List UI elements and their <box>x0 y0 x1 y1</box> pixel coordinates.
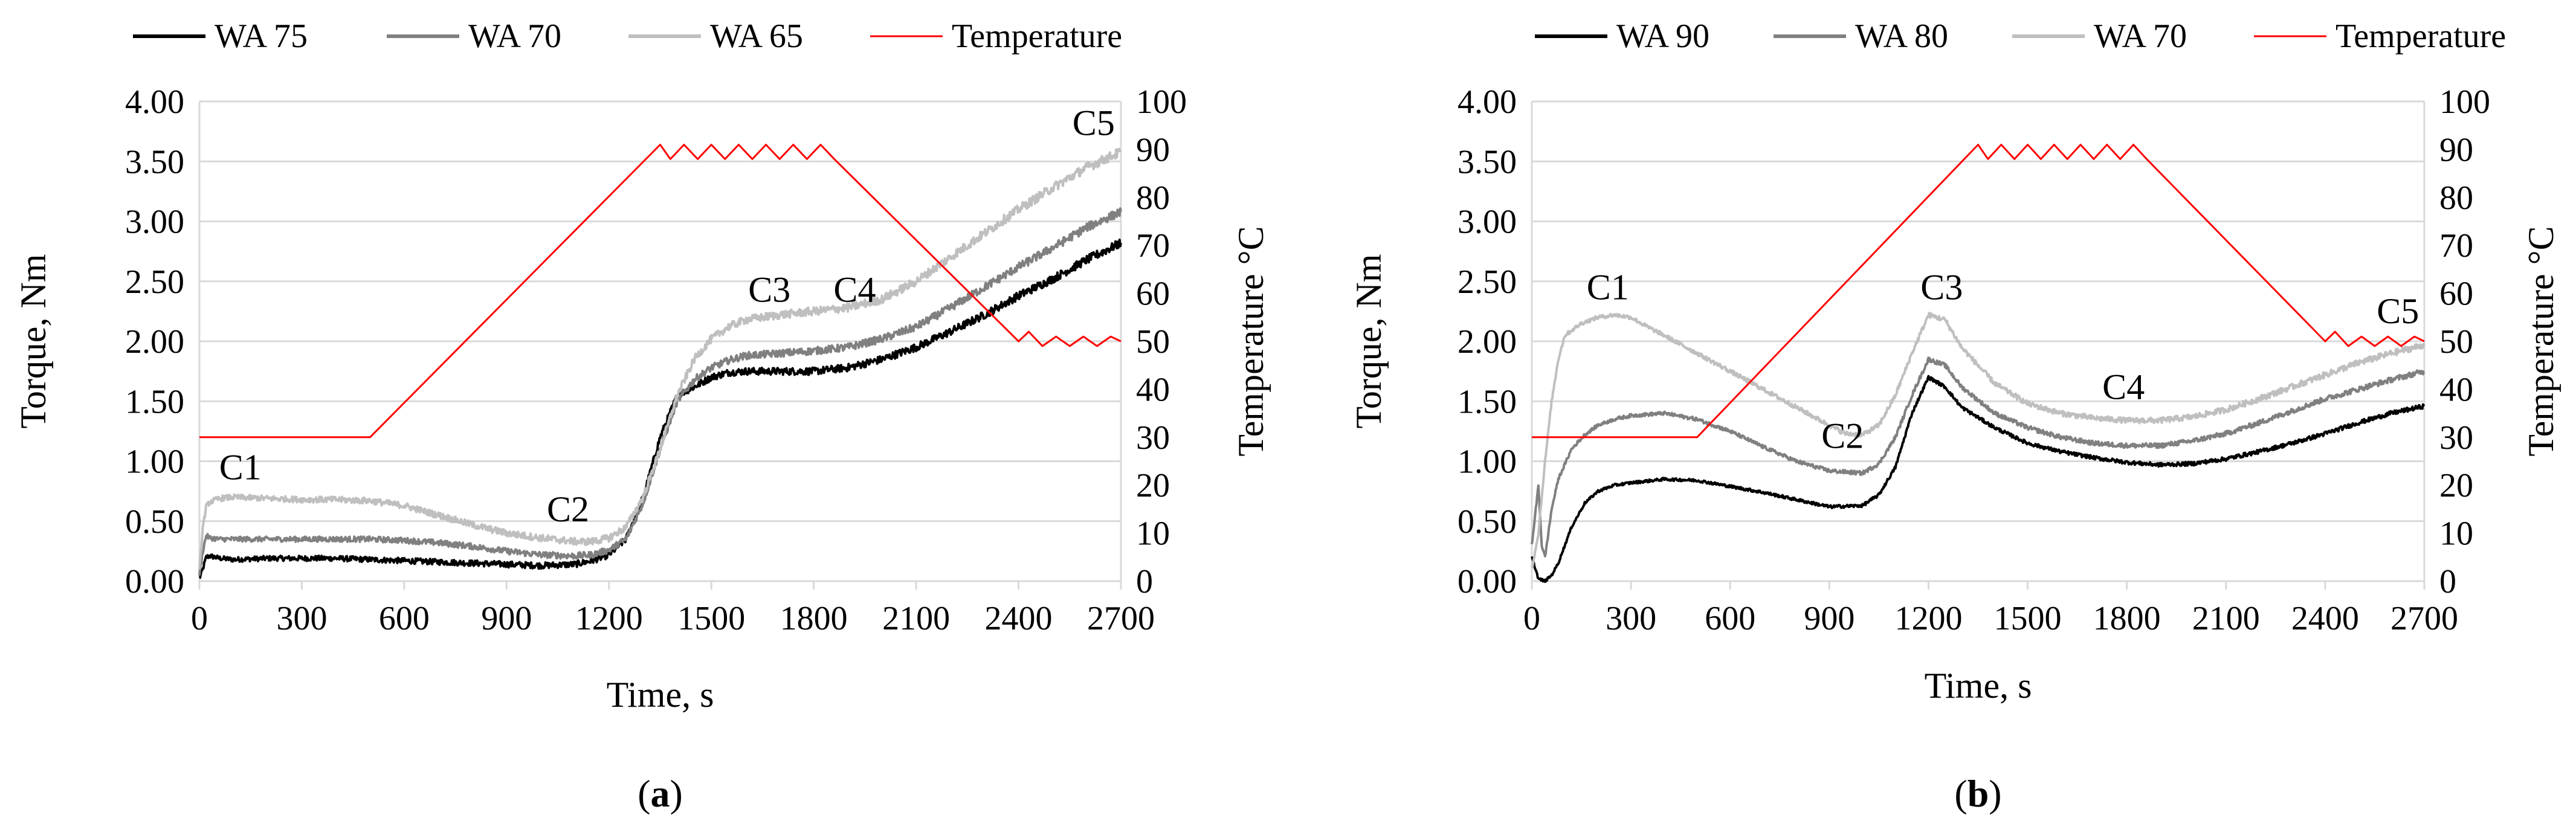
y2-tick-label: 80 <box>1136 179 1170 217</box>
x-tick-label: 1800 <box>780 600 848 637</box>
x-tick-label: 900 <box>481 600 532 637</box>
annotation-label: C5 <box>2377 291 2419 331</box>
y-axis-title: Torque, Nm <box>1349 254 1389 428</box>
y2-tick-label: 30 <box>1136 419 1170 457</box>
legend-label: Temperature <box>2336 18 2506 55</box>
y-tick-label: 2.00 <box>1457 323 1517 361</box>
y2-tick-label: 90 <box>1136 131 1170 169</box>
y-tick-label: 1.50 <box>1457 383 1517 420</box>
x-tick-label: 0 <box>191 600 208 637</box>
x-tick-label: 2700 <box>1087 600 1155 637</box>
y-tick-label: 3.00 <box>1457 204 1517 241</box>
annotation-label: C3 <box>1920 268 1963 307</box>
x-tick-label: 600 <box>1705 600 1755 637</box>
annotation-label: C1 <box>1587 268 1629 307</box>
legend-label: WA 75 <box>215 18 308 55</box>
y2-tick-label: 90 <box>2439 131 2473 169</box>
annotation-label: C5 <box>1073 103 1115 143</box>
x-tick-label: 1500 <box>1994 600 2062 637</box>
y-tick-label: 0.50 <box>125 503 184 541</box>
y-tick-label: 2.50 <box>125 263 184 301</box>
legend-label: WA 65 <box>710 18 803 55</box>
y2-tick-label: 80 <box>2439 179 2473 217</box>
y-tick-label: 3.50 <box>125 143 184 181</box>
y2-tick-label: 0 <box>1136 563 1153 600</box>
y2-tick-label: 70 <box>2439 227 2473 265</box>
chart-panel-b: 0.00 0.50 1.00 1.50 2.00 2.50 3.00 3.50 4.00 0 10 2… <box>1349 18 2561 815</box>
annotation-label: C4 <box>2102 367 2145 407</box>
annotation-label: C4 <box>833 269 876 309</box>
series-line-temperature <box>1532 144 2425 439</box>
x-tick-label: 2400 <box>2291 600 2359 637</box>
y-tick-label: 3.50 <box>1457 143 1517 181</box>
y2-axis-title: Temperature °C <box>2521 226 2561 456</box>
x-tick-label: 2700 <box>2390 600 2458 637</box>
x-tick-label: 1200 <box>575 600 643 637</box>
x-tick-label: 1200 <box>1894 600 1962 637</box>
y2-tick-label: 30 <box>2439 419 2473 457</box>
x-axis-title: Time, s <box>607 675 714 715</box>
y-axis-title: Torque, Nm <box>13 254 53 428</box>
y-tick-label: 0.50 <box>1457 503 1517 541</box>
y2-tick-label: 10 <box>2439 515 2473 553</box>
x-tick-label: 300 <box>1606 600 1656 637</box>
y2-tick-label: 20 <box>2439 467 2473 504</box>
y-tick-label: 2.50 <box>1457 263 1517 301</box>
panel-label: (a) <box>638 772 683 815</box>
y-tick-label: 1.00 <box>125 443 184 481</box>
y-tick-label: 4.00 <box>1457 83 1517 121</box>
x-tick-label: 2100 <box>882 600 950 637</box>
y-tick-label: 0.00 <box>125 563 184 600</box>
x-tick-label: 900 <box>1804 600 1855 637</box>
x-tick-label: 600 <box>379 600 430 637</box>
y-tick-label: 2.00 <box>125 323 184 361</box>
series-line-wa-90 <box>1531 375 2426 584</box>
y2-tick-label: 20 <box>1136 467 1170 504</box>
y2-tick-label: 60 <box>2439 275 2473 313</box>
annotation-label: C1 <box>219 447 262 487</box>
y2-tick-label: 50 <box>2439 323 2473 361</box>
chart-panel-a: 0.00 0.50 1.00 1.50 2.00 2.50 3.00 3.50 4.00 0 10 2… <box>13 18 1271 815</box>
legend-label: WA 70 <box>2094 18 2187 55</box>
series-line-wa-65 <box>198 147 1122 570</box>
annotation-label: C3 <box>748 269 790 309</box>
y-tick-label: 1.50 <box>125 383 184 420</box>
y2-tick-label: 0 <box>2439 563 2456 600</box>
series-line-wa-75 <box>199 239 1122 579</box>
y2-tick-label: 60 <box>1136 275 1170 313</box>
y2-tick-label: 40 <box>2439 371 2473 408</box>
legend-label: WA 70 <box>468 18 561 55</box>
x-tick-label: 1500 <box>677 600 745 637</box>
annotation-label: C2 <box>1821 416 1864 456</box>
y2-axis-title: Temperature °C <box>1231 226 1271 456</box>
x-tick-label: 2400 <box>985 600 1053 637</box>
y-tick-label: 0.00 <box>1457 563 1517 600</box>
x-tick-label: 0 <box>1523 600 1540 637</box>
legend-label: Temperature <box>952 18 1122 55</box>
y-tick-label: 4.00 <box>125 83 184 121</box>
x-tick-label: 1800 <box>2093 600 2161 637</box>
y2-tick-label: 100 <box>2439 83 2490 121</box>
y2-tick-label: 40 <box>1136 371 1170 408</box>
legend-label: WA 90 <box>1616 18 1709 55</box>
y2-tick-label: 100 <box>1136 83 1187 121</box>
annotation-label: C2 <box>547 489 589 529</box>
y2-tick-label: 70 <box>1136 227 1170 265</box>
y2-tick-label: 10 <box>1136 515 1170 553</box>
series-line-wa-80 <box>1531 356 2425 558</box>
legend-label: WA 80 <box>1855 18 1948 55</box>
x-tick-label: 300 <box>276 600 327 637</box>
series-line-wa-70 <box>1531 312 2426 569</box>
y-tick-label: 3.00 <box>125 204 184 241</box>
x-axis-title: Time, s <box>1925 666 2032 706</box>
x-tick-label: 2100 <box>2192 600 2260 637</box>
y-tick-label: 1.00 <box>1457 443 1517 481</box>
panel-label: (b) <box>1954 772 2001 815</box>
y2-tick-label: 50 <box>1136 323 1170 361</box>
series-line-temperature <box>199 144 1122 439</box>
